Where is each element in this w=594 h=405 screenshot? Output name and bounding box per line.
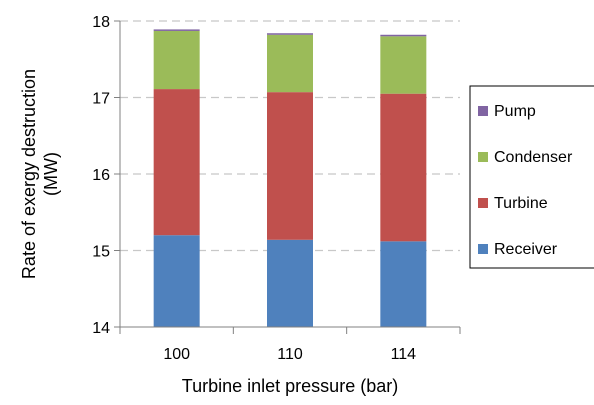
legend-label-pump: Pump	[494, 103, 536, 120]
y-tick-labels: 14 15 16 17 18	[92, 14, 110, 337]
y-tick-label: 17	[92, 91, 110, 108]
legend: Pump Condenser Turbine Receiver	[469, 85, 594, 269]
bars	[153, 29, 427, 327]
axes	[114, 20, 461, 334]
x-tick-label: 114	[391, 346, 417, 363]
bar-segment-pump-114	[380, 34, 427, 37]
bar-segment-pump-100	[153, 29, 200, 31]
legend-label-condenser: Condenser	[494, 149, 573, 166]
bar-segment-condenser-100	[153, 30, 200, 90]
bar-segment-turbine-110	[267, 92, 313, 240]
legend-swatch-pump	[478, 106, 488, 116]
bar-segment-receiver-110	[267, 239, 313, 327]
bar-segment-pump-110	[267, 33, 313, 35]
y-tick-label: 15	[92, 244, 110, 261]
legend-swatch-turbine	[478, 198, 488, 208]
bar-segment-turbine-114	[380, 93, 427, 242]
bar-segment-turbine-100	[153, 89, 200, 236]
y-axis-title: Rate of exergy destruction (MW)	[19, 69, 61, 279]
y-axis-title-line: (MW)	[41, 152, 61, 196]
bar-segment-condenser-110	[267, 34, 313, 93]
legend-swatch-condenser	[478, 152, 488, 162]
x-axis-title: Turbine inlet pressure (bar)	[182, 376, 398, 396]
x-tick-label: 100	[163, 346, 190, 363]
legend-box	[469, 85, 594, 269]
bar-segment-receiver-114	[380, 241, 427, 327]
y-axis-title-line: Rate of exergy destruction	[19, 69, 39, 279]
y-tick-label: 18	[92, 14, 110, 31]
y-tick-label: 16	[92, 167, 110, 184]
legend-label-turbine: Turbine	[494, 195, 548, 212]
bar-segment-condenser-114	[380, 36, 427, 94]
y-tick-label: 14	[92, 320, 110, 337]
x-tick-label: 110	[277, 346, 303, 363]
legend-label-receiver: Receiver	[494, 241, 558, 258]
x-tick-labels: 100 110 114	[163, 346, 416, 363]
legend-swatch-receiver	[478, 244, 488, 254]
bar-segment-receiver-100	[153, 235, 200, 327]
